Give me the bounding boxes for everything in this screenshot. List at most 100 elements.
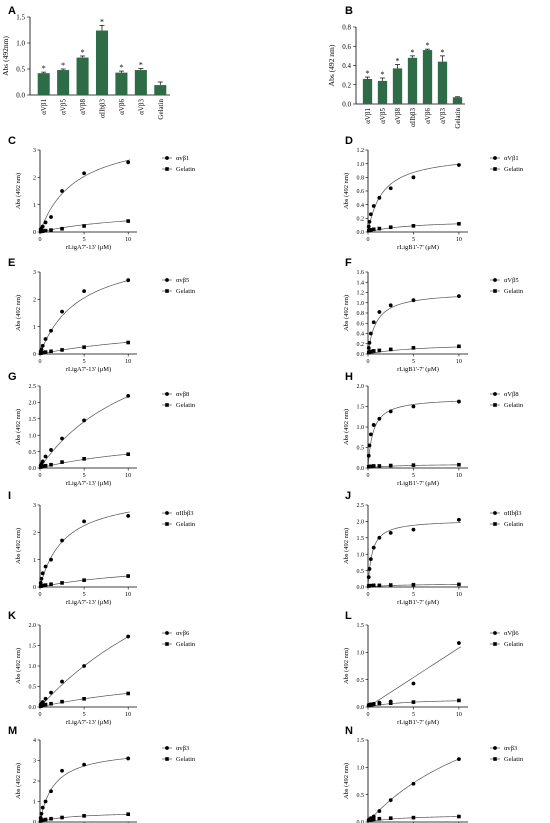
legend-marker [165,522,169,526]
data-point [43,463,48,468]
y-tick-label: 0.2 [342,81,351,89]
bar [377,80,388,104]
y-tick-label: 3 [33,148,36,154]
data-point [411,298,416,303]
significance-mark: * [119,63,123,72]
significance-mark: * [381,70,385,79]
x-axis-label: rLigB1'-7' (μM) [397,366,439,373]
data-point [82,664,86,668]
fit-curve-integrin [367,163,461,233]
y-axis-label: Abs (492 nm) [15,409,22,445]
x-tick-label: 5 [412,237,415,243]
data-point [377,310,382,314]
y-tick-label: 3 [33,503,36,509]
data-point [371,204,376,208]
data-point [377,416,382,421]
significance-mark: * [139,60,143,69]
y-tick-label: 0.6 [357,189,365,195]
data-point [126,756,131,761]
x-tick-label: 5 [412,712,415,718]
data-point [371,817,376,822]
y-tick-label: 0.0 [357,466,365,472]
legend-marker [165,289,169,293]
category-label: αVβ8 [79,99,87,115]
data-point [40,700,45,704]
significance-mark: * [100,17,104,26]
data-point [366,453,371,458]
y-tick-label: 0.0 [16,92,25,100]
y-tick-label: 0 [33,585,36,591]
legend-label: Gelatin [176,756,196,763]
data-point [457,462,461,467]
legend-label: Gelatin [176,521,196,528]
data-point [457,698,461,703]
y-tick-label: 1.6 [357,270,365,276]
y-tick-label: 1.0 [16,40,25,48]
fit-curve-integrin [39,159,131,233]
y-tick-label: 0.4 [357,332,365,338]
y-tick-label: 0.5 [357,569,365,575]
panel-d: D 0.0 0.2 0.4 0.6 0.8 1.0 1.2 0 5 10 rLigB1'-7' (μM… [343,135,524,251]
category-label: αIIbβ3 [99,99,107,118]
data-point [371,349,376,353]
x-tick-label: 0 [367,359,370,365]
legend-marker [165,511,169,515]
x-tick-label: 5 [83,359,86,365]
x-axis-label: rLigA7'-13' (μM) [66,244,111,251]
data-point [40,583,45,588]
data-point [411,582,416,587]
panel-k: K 0.0 0.5 1.0 1.5 2.0 0 5 10 rLigA7'-13' (μM) Abs … [8,610,196,726]
data-point [457,517,461,522]
bar [37,73,50,95]
panel-label: M [8,725,17,737]
data-point [60,538,64,543]
y-axis-label: Abs (492 nm) [15,763,22,799]
data-point [43,583,48,587]
data-point [388,701,393,705]
legend-marker [493,631,497,635]
y-tick-label: 0.5 [29,450,37,456]
data-point [60,309,64,314]
data-point [82,345,86,349]
y-tick-label: 2 [33,779,36,785]
data-point [60,768,64,773]
legend-label: αVβ6 [504,630,519,637]
y-tick-label: 1.4 [357,280,365,286]
y-tick-label: 3 [33,759,36,765]
panel-i: I 0 1 2 3 0 5 10 rLigA7'-13' (μM) Abs (492 nm) αII… [8,490,196,606]
panel-b: B 0.0 0.2 0.4 0.6 0.8 Abs (492 nm) * αVβ1 * αVβ5 * α… [327,5,465,129]
data-point [457,641,461,645]
x-tick-label: 0 [39,237,42,243]
data-point [377,226,382,231]
category-label: αVβ5 [379,108,387,124]
data-point [411,700,416,704]
data-point [40,571,45,576]
panel-label: L [345,610,352,622]
y-tick-label: 0 [33,230,36,236]
bar [362,78,373,104]
fit-curve-integrin [367,400,461,469]
bar [95,30,109,95]
data-point [411,527,416,532]
y-tick-label: 0.5 [357,678,365,684]
data-point [49,690,53,695]
data-point [126,278,131,283]
data-point [366,224,371,229]
y-tick-label: 0 [33,352,36,358]
legend-marker [493,278,497,282]
x-tick-label: 0 [39,473,42,479]
legend-marker [493,392,497,396]
data-point [388,463,393,468]
data-point [457,582,461,587]
data-point [367,219,372,224]
data-point [126,340,130,345]
legend-label: Gelatin [176,288,196,295]
fit-curve-integrin [367,522,461,588]
significance-mark: * [396,57,400,66]
category-label: αVβ3 [439,108,447,124]
data-point [43,696,48,701]
y-axis-label: Abs (492 nm) [15,648,22,684]
x-tick-label: 10 [125,359,131,365]
data-point [411,224,416,228]
fit-curve-gelatin [39,453,130,469]
